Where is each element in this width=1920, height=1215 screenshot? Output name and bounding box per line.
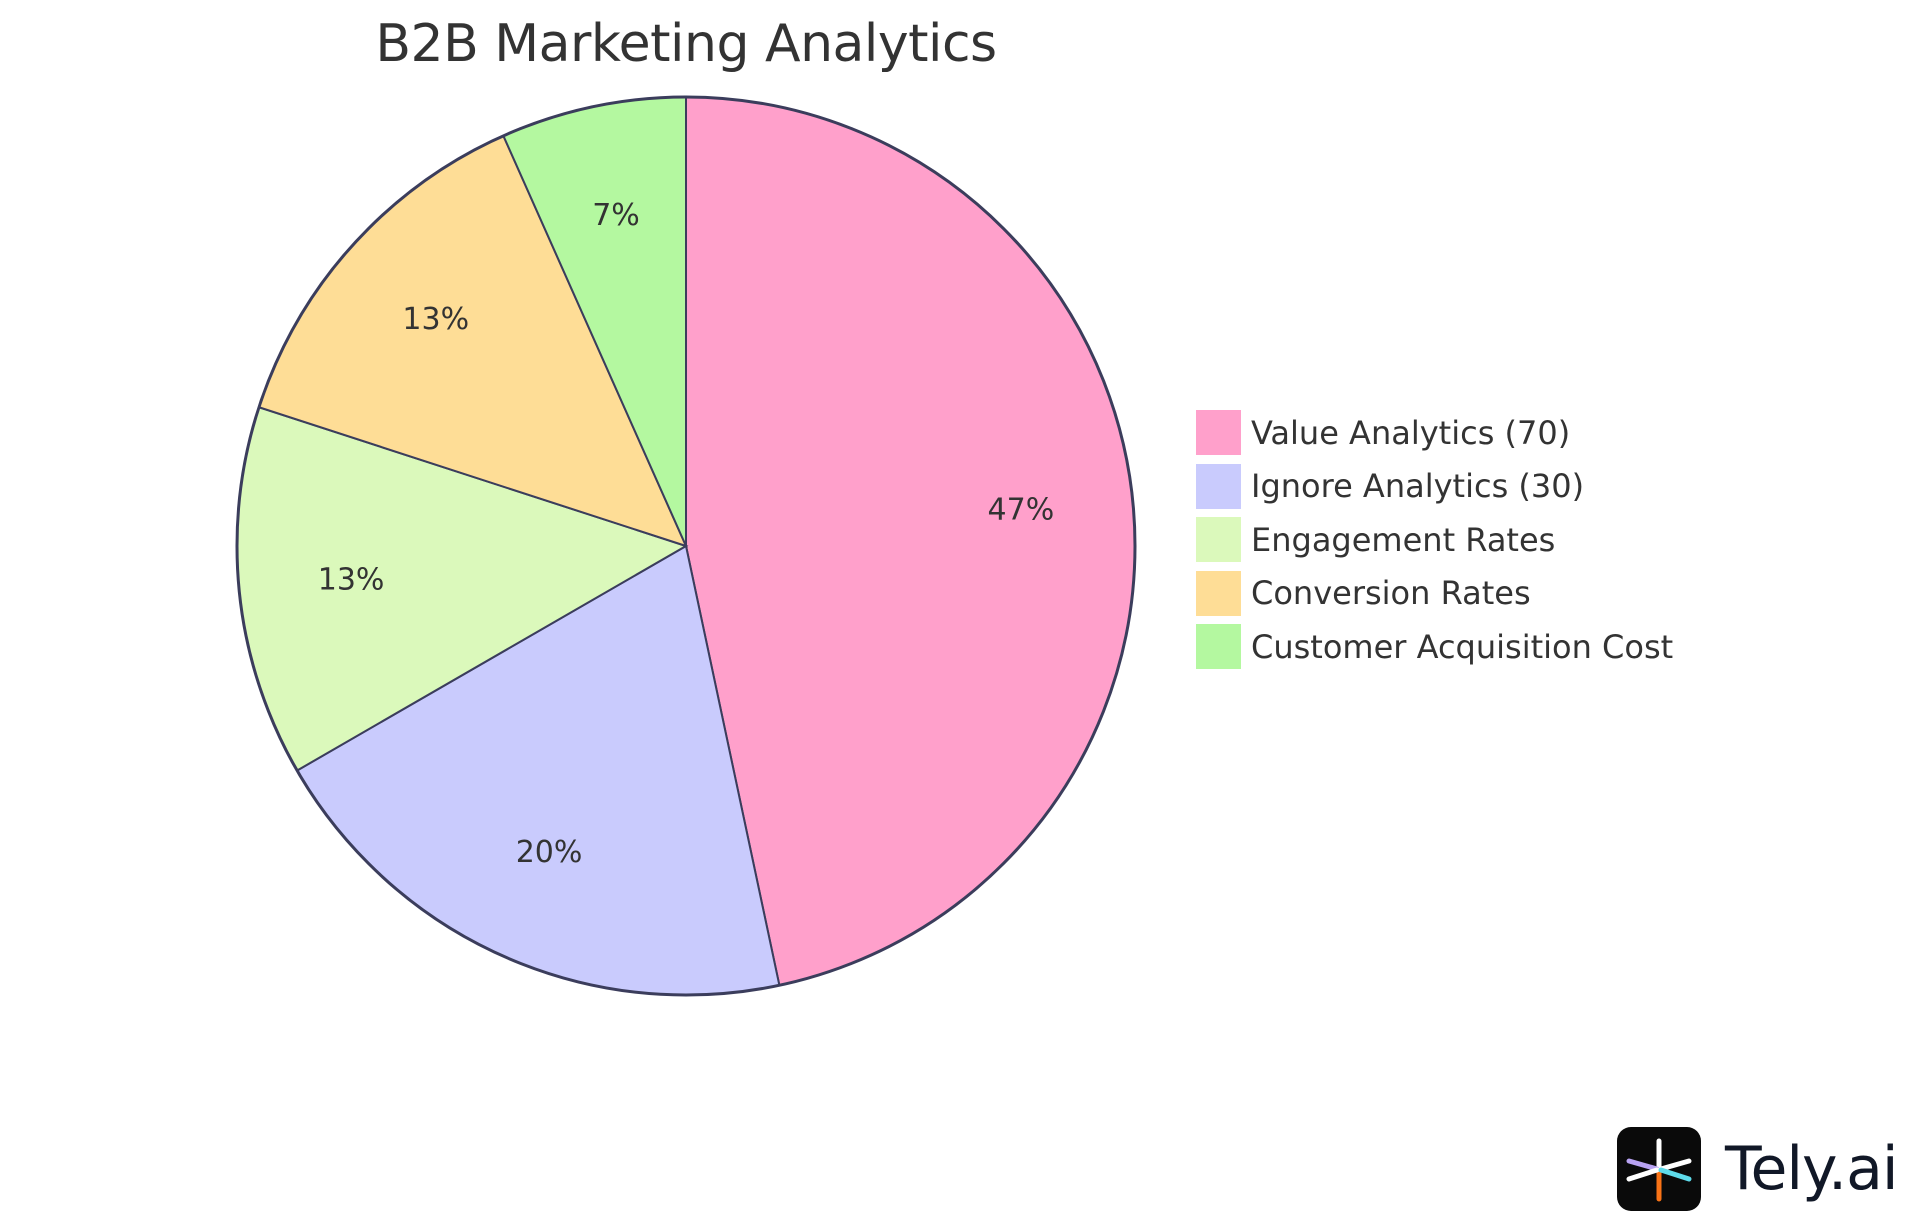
- slice-percent-label: 13%: [402, 302, 469, 337]
- slice-percent-label: 20%: [516, 835, 583, 870]
- pie-slice-0: [685, 95, 1136, 987]
- chart-title: B2B Marketing Analytics: [375, 14, 997, 74]
- legend-label: Ignore Analytics (30): [1251, 467, 1585, 506]
- tely-asterisk-logo-icon: [1617, 1127, 1701, 1211]
- chart-legend: Value Analytics (70) Ignore Analytics (3…: [1196, 406, 1673, 674]
- legend-label: Value Analytics (70): [1251, 413, 1571, 452]
- legend-swatch: [1196, 463, 1241, 509]
- slice-percent-label: 7%: [592, 198, 640, 233]
- slice-percent-label: 47%: [988, 492, 1055, 527]
- legend-swatch: [1196, 410, 1241, 456]
- legend-label: Engagement Rates: [1251, 520, 1556, 559]
- pie-outline: [235, 95, 1137, 997]
- legend-label: Customer Acquisition Cost: [1251, 627, 1674, 666]
- legend-swatch: [1196, 624, 1241, 670]
- legend-item-value-analytics: Value Analytics (70): [1196, 406, 1673, 460]
- brand-logo: Tely.ai: [1617, 1127, 1899, 1211]
- legend-swatch: [1196, 517, 1241, 563]
- legend-item-customer-acquisition-cost: Customer Acquisition Cost: [1196, 620, 1673, 674]
- legend-item-conversion-rates: Conversion Rates: [1196, 567, 1673, 621]
- legend-item-engagement-rates: Engagement Rates: [1196, 513, 1673, 567]
- slice-percent-label: 13%: [318, 563, 385, 598]
- brand-name: Tely.ai: [1725, 1134, 1899, 1204]
- legend-item-ignore-analytics: Ignore Analytics (30): [1196, 460, 1673, 514]
- legend-swatch: [1196, 570, 1241, 616]
- legend-label: Conversion Rates: [1251, 574, 1531, 613]
